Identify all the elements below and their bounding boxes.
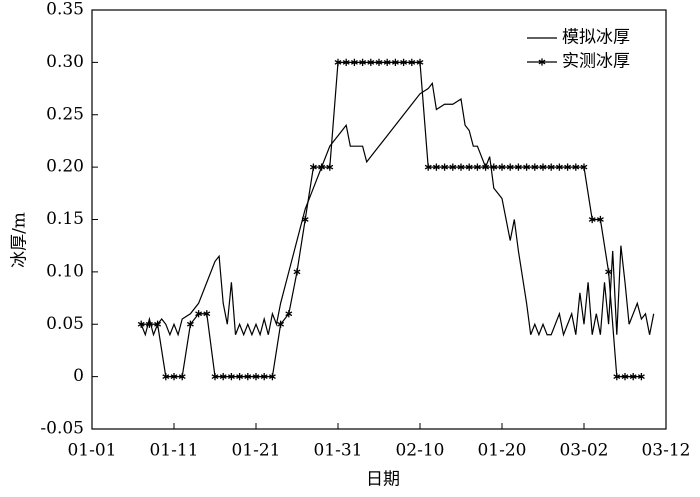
star-marker <box>301 215 309 224</box>
star-marker <box>318 163 326 171</box>
star-marker <box>162 373 170 381</box>
star-marker <box>154 320 162 328</box>
star-marker <box>178 373 186 381</box>
star-marker <box>465 163 473 171</box>
star-marker <box>227 373 235 381</box>
x-tick-label: 01-20 <box>477 441 526 461</box>
star-marker <box>432 163 440 171</box>
y-tick-label: 0.35 <box>46 0 84 20</box>
star-marker <box>523 163 531 171</box>
plot-frame <box>91 9 667 430</box>
star-marker <box>236 373 244 381</box>
star-marker <box>564 163 572 171</box>
star-marker <box>473 163 481 171</box>
star-marker <box>531 163 539 171</box>
star-marker <box>572 163 580 171</box>
star-marker <box>629 373 637 381</box>
y-tick-label: -0.05 <box>40 419 84 439</box>
star-marker <box>145 320 153 328</box>
star-marker <box>408 58 416 66</box>
star-marker <box>514 163 522 171</box>
legend-marker <box>538 58 546 66</box>
star-marker <box>605 268 613 276</box>
y-tick-label: 0.15 <box>46 209 84 229</box>
star-marker <box>359 58 367 66</box>
star-marker <box>637 373 645 381</box>
x-axis-label: 日期 <box>366 470 400 490</box>
star-marker <box>539 163 547 171</box>
x-tick-label: 01-31 <box>313 441 362 461</box>
star-marker <box>441 163 449 171</box>
y-tick-label: 0.25 <box>46 104 84 124</box>
star-marker <box>252 373 260 381</box>
star-marker <box>195 310 203 318</box>
star-marker <box>260 373 268 381</box>
x-tick-label: 01-21 <box>231 441 280 461</box>
star-marker <box>391 58 399 66</box>
star-marker <box>326 163 334 171</box>
star-marker <box>482 163 490 171</box>
star-marker <box>211 373 219 381</box>
star-marker <box>342 58 350 66</box>
star-marker <box>555 163 563 171</box>
star-marker <box>547 163 555 171</box>
star-marker <box>367 58 375 66</box>
star-marker <box>268 373 276 381</box>
y-tick-label: 0 <box>73 366 84 386</box>
y-axis-label: 冰厚/m <box>10 212 30 268</box>
star-marker <box>400 58 408 66</box>
star-marker <box>580 163 588 171</box>
x-tick-label: 01-01 <box>67 441 116 461</box>
star-marker <box>334 58 342 66</box>
star-marker <box>293 268 301 276</box>
star-marker <box>613 373 621 381</box>
star-marker <box>350 58 358 66</box>
x-tick-label: 03-12 <box>641 441 690 461</box>
star-marker <box>186 320 194 328</box>
star-marker <box>621 373 629 381</box>
series-line <box>140 81 655 337</box>
star-marker <box>203 310 211 318</box>
star-marker <box>383 58 391 66</box>
x-tick-label: 03-02 <box>559 441 608 461</box>
x-tick-label: 01-11 <box>149 441 198 461</box>
y-tick-label: 0.30 <box>46 52 84 72</box>
star-marker <box>457 163 465 171</box>
legend-label: 实测冰厚 <box>562 52 630 72</box>
star-marker <box>506 163 514 171</box>
star-marker <box>498 163 506 171</box>
star-marker <box>416 58 424 66</box>
star-marker <box>244 373 252 381</box>
y-tick-label: 0.20 <box>46 157 84 177</box>
star-marker <box>137 320 145 328</box>
series-line <box>141 61 642 378</box>
legend-label: 模拟冰厚 <box>562 28 630 48</box>
star-marker <box>490 163 498 171</box>
y-tick-label: 0.05 <box>46 314 84 334</box>
star-marker <box>309 163 317 171</box>
x-tick-label: 02-10 <box>395 441 444 461</box>
star-marker <box>285 310 293 318</box>
star-marker <box>375 58 383 66</box>
star-marker <box>277 320 285 328</box>
star-marker <box>588 215 596 224</box>
star-marker <box>424 163 432 171</box>
star-marker <box>170 373 178 381</box>
star-marker <box>449 163 457 171</box>
star-marker <box>219 373 227 381</box>
star-marker <box>596 215 604 224</box>
y-tick-label: 0.10 <box>46 261 84 281</box>
